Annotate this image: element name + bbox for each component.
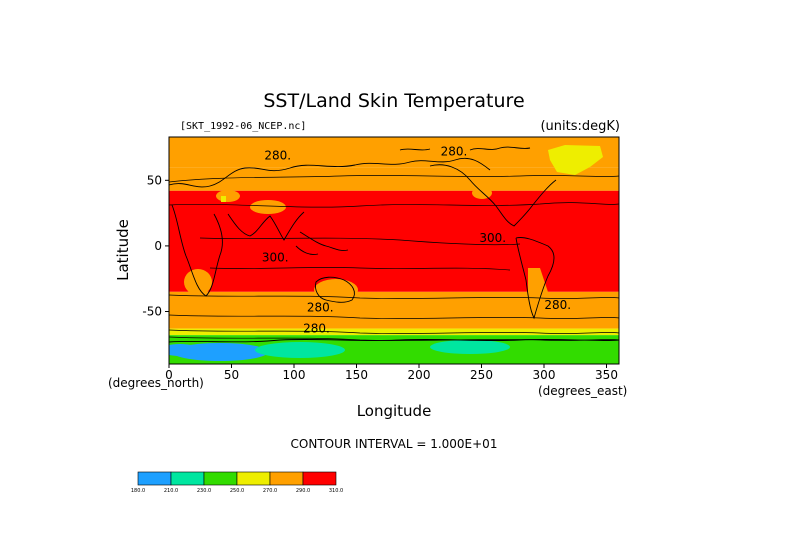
legend-bound-label: 270.0 — [263, 488, 277, 494]
contour-interval-note: CONTOUR INTERVAL = 1.000E+01 — [291, 437, 498, 451]
legend-swatch — [269, 471, 304, 486]
central-asia-region — [216, 190, 240, 202]
x-tick-label: 250 — [470, 368, 493, 382]
map-shading — [169, 145, 603, 361]
x-tick-label: 100 — [283, 368, 306, 382]
x-tick-label: 200 — [408, 368, 431, 382]
legend-bound-label: 180.0 — [131, 488, 145, 494]
contour-label-5: 280. — [544, 298, 571, 312]
arctic-islands — [399, 146, 531, 151]
units-label: (units:degK) — [540, 119, 620, 134]
contour-label-6: 280. — [303, 322, 330, 336]
north-america-coast — [429, 164, 557, 227]
x-axis: 0 50 100 150 200 250 300 350 — [165, 364, 618, 382]
arabia-india-coast — [227, 211, 305, 241]
antarctic-cold-region — [169, 344, 200, 356]
x-tick-label: 300 — [533, 368, 556, 382]
y-tick-label: 0 — [154, 239, 162, 253]
contour-label-4: 280. — [307, 301, 334, 315]
rockies-region — [472, 187, 492, 199]
contour-280-north — [169, 175, 619, 183]
x-axis-title: Longitude — [357, 402, 432, 420]
y-unit-label: (degrees_north) — [108, 376, 204, 390]
x-tick-label: 350 — [595, 368, 618, 382]
legend-swatch — [137, 471, 172, 486]
x-tick-label: 150 — [345, 368, 368, 382]
small-yellow-spot — [221, 196, 226, 202]
y-tick-label: -50 — [142, 305, 162, 319]
legend-swatch — [302, 471, 337, 486]
antarctic-cool-region — [430, 340, 510, 354]
plot-area: 280. 280. 300. 300. 280. 280. 280. — [168, 136, 620, 365]
x-tick-label: 0 — [165, 368, 173, 382]
greenland-region — [548, 145, 603, 175]
legend-swatch — [170, 471, 205, 486]
andes-region — [528, 268, 548, 318]
antarctic-coast — [169, 338, 619, 343]
southern-africa-region — [184, 269, 212, 295]
contour-260-south — [169, 336, 619, 341]
contour-290-south — [169, 294, 619, 299]
australia-region — [314, 279, 358, 301]
asia-islands-coast — [295, 231, 349, 255]
legend-bound-label: 250.0 — [230, 488, 244, 494]
x-unit-label: (degrees_east) — [538, 384, 627, 398]
contour-300-south — [209, 267, 511, 271]
contour-lines — [169, 175, 619, 341]
temperature-band-0 — [169, 137, 619, 168]
y-tick-label: 50 — [147, 173, 162, 187]
contour-300-equatorial — [199, 237, 521, 246]
y-axis-title: Latitude — [114, 219, 132, 281]
legend-bound-label: 230.0 — [197, 488, 211, 494]
legend-bound-label: 310.0 — [329, 488, 343, 494]
contour-290-north — [169, 202, 619, 208]
temperature-band-4 — [169, 328, 619, 336]
contour-label-1: 280. — [441, 144, 468, 158]
legend-swatch — [236, 471, 271, 486]
contour-label-0: 280. — [264, 148, 291, 162]
legend-swatch — [203, 471, 238, 486]
eurasia-coast — [169, 157, 491, 188]
legend-bound-label: 210.0 — [164, 488, 178, 494]
antarctic-cool-region — [255, 342, 345, 358]
x-tick-label: 50 — [224, 368, 239, 382]
source-file-label: [SKT_1992-06_NCEP.nc] — [180, 121, 306, 132]
color-legend: 180.0 210.0 230.0 250.0 270.0 290.0 310.0 — [131, 471, 343, 494]
chart-title: SST/Land Skin Temperature — [263, 90, 524, 112]
temperature-band-2 — [169, 190, 619, 292]
south-america-coast — [515, 237, 555, 320]
temperature-band-1 — [169, 167, 619, 191]
contour-label-3: 300. — [262, 251, 289, 265]
y-axis: -50 0 50 — [142, 173, 169, 319]
contour-label-2: 300. — [479, 231, 506, 245]
legend-bound-label: 290.0 — [296, 488, 310, 494]
tibet-region — [250, 200, 286, 214]
contour-280-south — [169, 314, 619, 319]
plot-frame — [168, 136, 620, 365]
contour-270-south — [169, 329, 619, 334]
